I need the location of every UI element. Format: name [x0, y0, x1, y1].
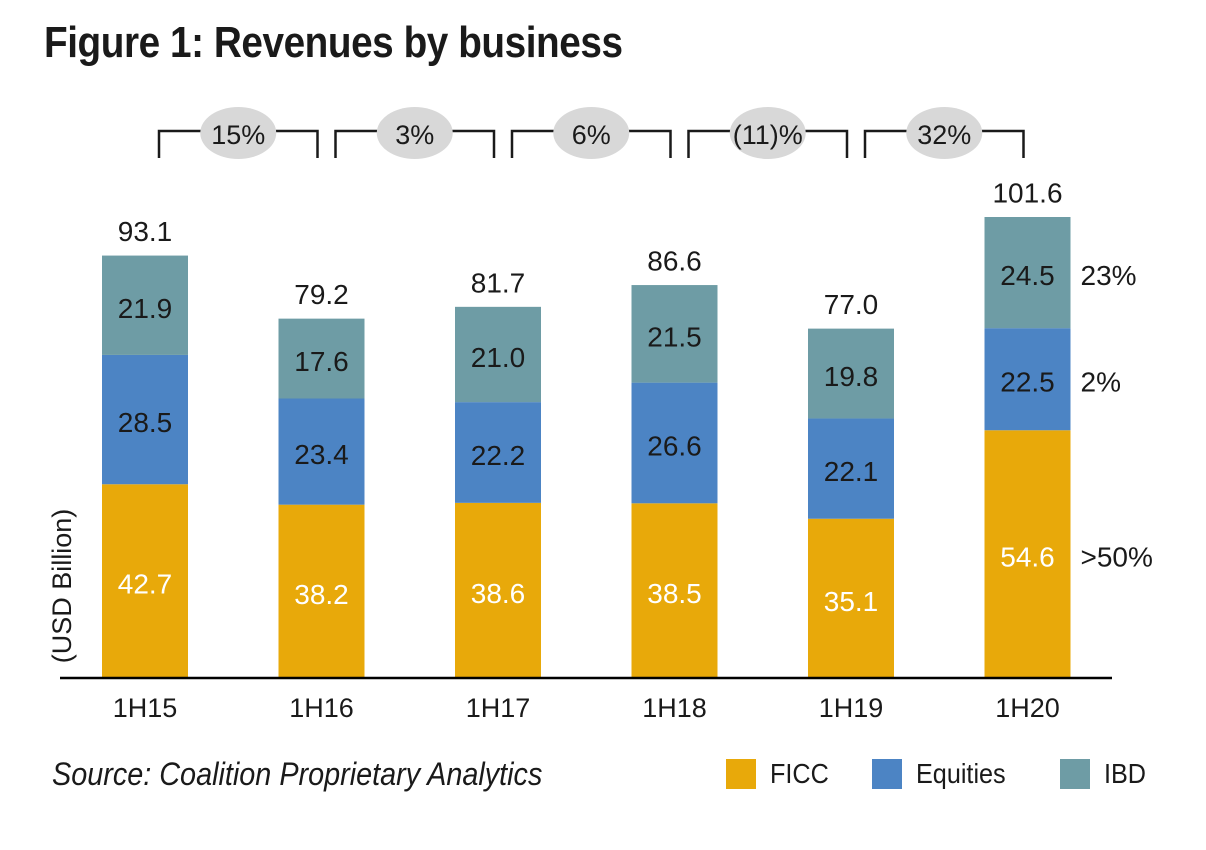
bar-ibd-1h20: [984, 217, 1071, 329]
bar-ficc-1h19: [808, 518, 894, 678]
data-label-ibd-1h20: 24.5: [1000, 260, 1055, 291]
data-label-equities-1h19: 22.1: [824, 456, 879, 487]
bar-ficc-1h16: [278, 504, 365, 678]
data-label-ibd-1h17: 21.0: [471, 342, 526, 373]
x-tick-label-1h15: 1H15: [113, 693, 178, 723]
chart-title: Figure 1: Revenues by business: [44, 18, 623, 67]
total-label-1h20: 101.6: [992, 178, 1062, 209]
bar-ficc-1h18: [631, 503, 718, 678]
y-axis-label: (USD Billion): [47, 509, 77, 664]
data-label-ficc-1h18: 38.5: [647, 578, 702, 609]
x-tick-label-1h17: 1H17: [466, 693, 531, 723]
growth-oval-5: [906, 107, 983, 159]
legend-swatch-ficc: [726, 759, 756, 789]
data-label-equities-1h17: 22.2: [471, 440, 526, 471]
bar-ibd-1h16: [278, 318, 365, 399]
bar-equities-1h15: [102, 354, 188, 485]
total-label-1h16: 79.2: [294, 279, 349, 310]
share-label-equities: 2%: [1081, 367, 1121, 398]
data-label-ficc-1h16: 38.2: [294, 579, 349, 610]
data-label-equities-1h16: 23.4: [294, 439, 349, 470]
data-label-ficc-1h20: 54.6: [1000, 542, 1055, 573]
total-label-1h18: 86.6: [647, 246, 702, 277]
data-label-ibd-1h18: 21.5: [647, 321, 702, 352]
bar-ficc-1h20: [984, 430, 1071, 678]
bar-equities-1h19: [808, 418, 894, 519]
data-label-equities-1h20: 22.5: [1000, 367, 1055, 398]
bar-ibd-1h19: [808, 328, 894, 419]
x-tick-label-1h19: 1H19: [819, 693, 884, 723]
bar-ibd-1h17: [455, 306, 541, 403]
data-label-ibd-1h15: 21.9: [118, 293, 173, 324]
growth-label-1: 15%: [211, 120, 265, 150]
legend-item-equities: Equities: [872, 758, 1016, 790]
x-tick-label-1h18: 1H18: [642, 693, 707, 723]
growth-label-5: 32%: [917, 120, 971, 150]
x-tick-label-1h16: 1H16: [289, 693, 354, 723]
legend-label-ibd: IBD: [1104, 758, 1147, 789]
growth-label-3: 6%: [572, 120, 611, 150]
legend-item-ficc: FICC: [726, 758, 835, 790]
data-label-ficc-1h19: 35.1: [824, 586, 879, 617]
bar-ficc-1h15: [102, 484, 188, 678]
legend-swatch-equities: [872, 759, 902, 789]
data-label-ficc-1h15: 42.7: [118, 569, 173, 600]
growth-oval-2: [376, 107, 453, 159]
growth-oval-4: [729, 107, 806, 159]
data-label-ficc-1h17: 38.6: [471, 578, 526, 609]
growth-label-2: 3%: [395, 120, 434, 150]
growth-oval-1: [200, 107, 277, 159]
data-label-ibd-1h19: 19.8: [824, 361, 879, 392]
bar-ibd-1h18: [631, 285, 718, 383]
legend-item-ibd: IBD: [1060, 758, 1151, 790]
x-tick-label-1h20: 1H20: [995, 693, 1060, 723]
bar-ibd-1h15: [102, 255, 188, 355]
share-label-ibd: 23%: [1081, 260, 1137, 291]
bar-equities-1h17: [455, 402, 541, 503]
growth-label-4: (11)%: [733, 120, 803, 150]
total-label-1h15: 93.1: [118, 216, 173, 247]
legend-label-equities: Equities: [916, 758, 1006, 789]
source-note: Source: Coalition Proprietary Analytics: [52, 756, 543, 792]
legend-swatch-ibd: [1060, 759, 1090, 789]
share-label-ficc: >50%: [1081, 542, 1153, 573]
bar-equities-1h20: [984, 328, 1071, 431]
total-label-1h19: 77.0: [824, 289, 879, 320]
data-label-equities-1h15: 28.5: [118, 407, 173, 438]
bar-equities-1h18: [631, 382, 718, 504]
bar-ficc-1h17: [455, 502, 541, 678]
total-label-1h17: 81.7: [471, 267, 526, 298]
growth-oval-3: [553, 107, 630, 159]
legend-label-ficc: FICC: [770, 758, 829, 789]
bar-equities-1h16: [278, 398, 365, 505]
data-label-equities-1h18: 26.6: [647, 430, 702, 461]
data-label-ibd-1h16: 17.6: [294, 346, 349, 377]
